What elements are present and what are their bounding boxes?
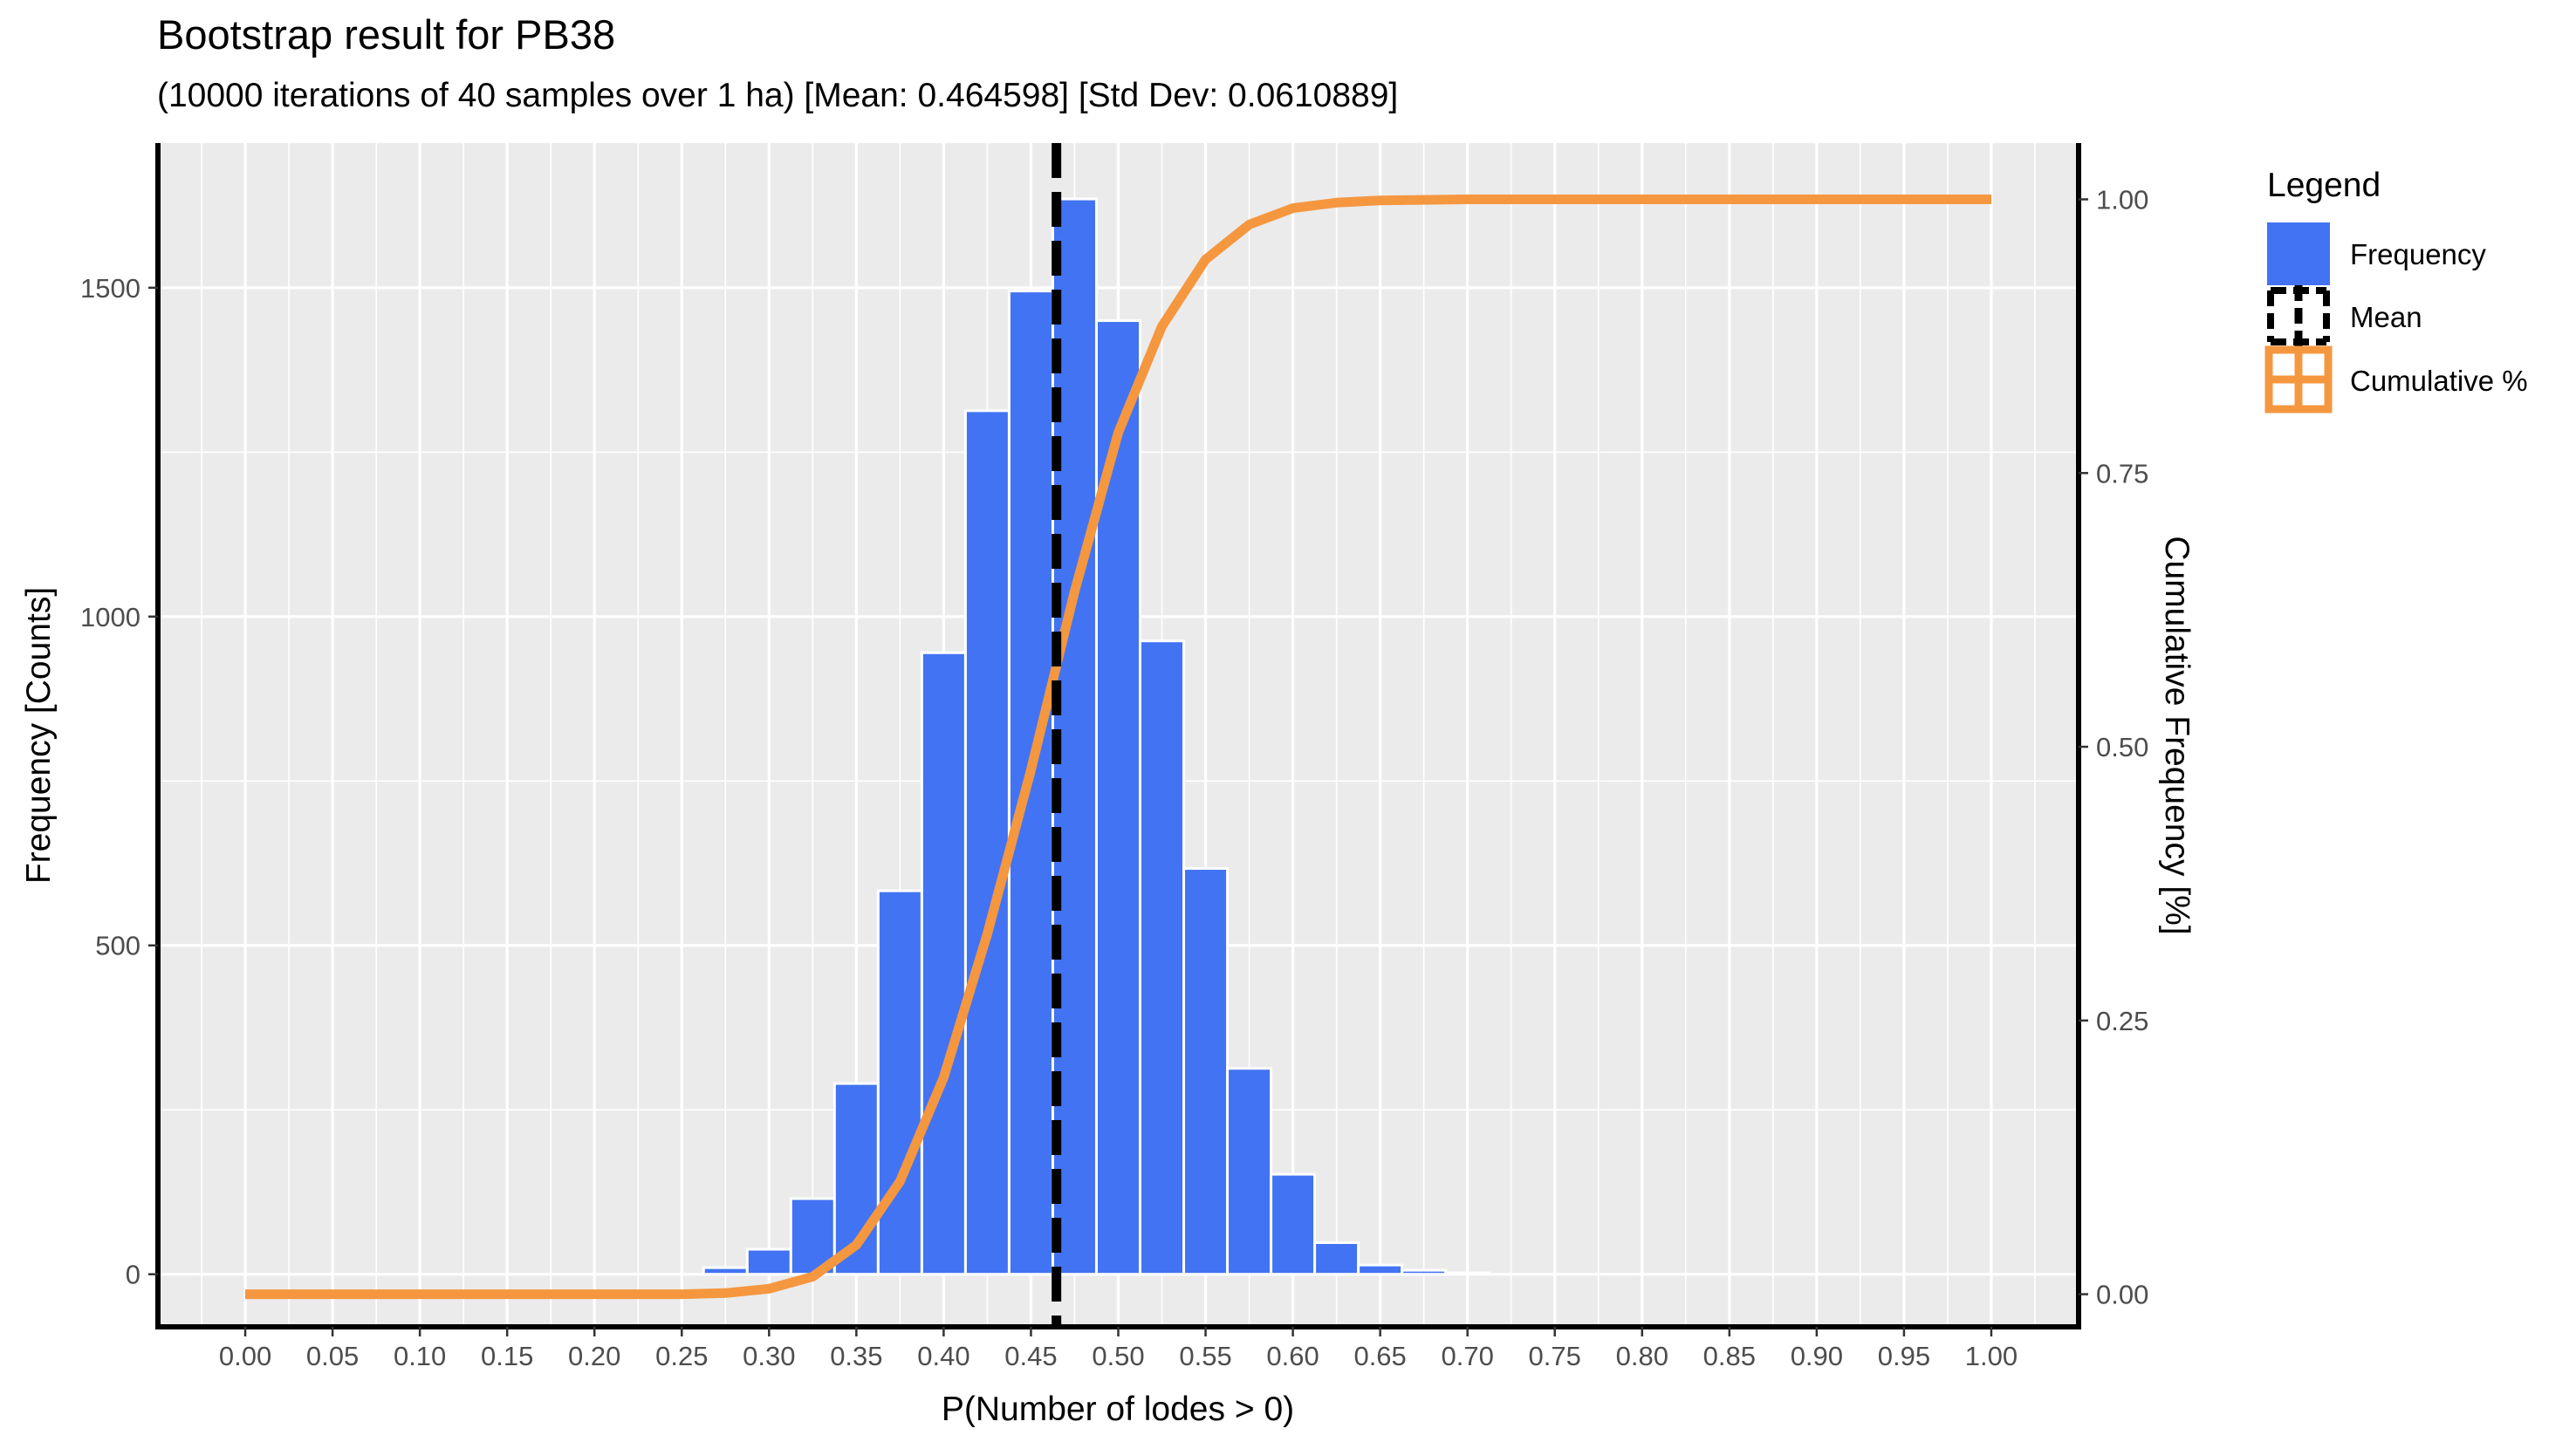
histogram-bar	[1094, 319, 1142, 1276]
cumulative-line-layer	[245, 195, 1991, 1300]
x-tick-label: 0.60	[1266, 1341, 1319, 1371]
y-tick-label: 1500	[80, 273, 140, 304]
histogram-bar	[920, 651, 967, 1276]
x-tick-label: 0.45	[1004, 1341, 1057, 1371]
x-tick-label: 0.15	[481, 1341, 533, 1371]
y2-tick-label: 0.00	[2096, 1280, 2148, 1310]
chart-subtitle: (10000 iterations of 40 samples over 1 h…	[157, 77, 1399, 114]
y2-tick-label: 0.50	[2096, 732, 2148, 762]
y2-tick-label: 0.75	[2096, 458, 2148, 489]
histogram-bar	[1270, 1172, 1317, 1276]
y2-tick-label: 0.25	[2096, 1006, 2148, 1036]
legend-label-mean: Mean	[2350, 301, 2422, 333]
x-tick-label: 0.55	[1179, 1341, 1231, 1371]
legend-label-cumulative: Cumulative %	[2350, 365, 2528, 397]
y-axis-title: Frequency [Counts]	[20, 587, 58, 884]
histogram-bar	[1182, 867, 1230, 1276]
histogram-bar	[1444, 1271, 1491, 1276]
x-tick-label: 0.25	[655, 1341, 708, 1371]
histogram-bar	[1401, 1268, 1448, 1276]
x-tick-label: 0.75	[1529, 1341, 1581, 1371]
x-tick-label: 0.30	[743, 1341, 795, 1371]
legend-label-frequency: Frequency	[2350, 238, 2486, 270]
histogram-bar	[1226, 1067, 1273, 1276]
legend-key-frequency	[2267, 222, 2330, 285]
histogram-bar	[1139, 639, 1186, 1276]
y-tick-label: 0	[126, 1260, 140, 1290]
x-tick-label: 0.35	[830, 1341, 882, 1371]
tick-labels: 0.00 0.05 0.10 0.15 0.20 0.25 0.30 0.35 0.40 0.45…	[80, 185, 2148, 1371]
y-tick-label: 500	[95, 931, 140, 961]
histogram-bar	[1357, 1263, 1404, 1276]
x-tick-label: 0.70	[1442, 1341, 1494, 1371]
legend: Legend Frequency Mean Cumulative %	[2264, 167, 2528, 413]
x-tick-label: 0.50	[1092, 1341, 1144, 1371]
x-tick-label: 0.05	[306, 1341, 359, 1371]
x-tick-label: 1.00	[1965, 1341, 2018, 1371]
x-axis-title: P(Number of lodes > 0)	[942, 1391, 1294, 1428]
histogram-bar	[876, 889, 923, 1276]
y2-tick-label: 1.00	[2096, 185, 2148, 215]
x-tick-label: 0.95	[1878, 1341, 1930, 1371]
histogram-bar	[1313, 1241, 1360, 1276]
histogram-bar	[745, 1247, 792, 1276]
y-tick-label: 1000	[80, 602, 140, 632]
x-tick-label: 0.90	[1791, 1341, 1843, 1371]
legend-key-mean	[2267, 285, 2330, 348]
x-tick-label: 0.00	[219, 1341, 271, 1371]
histogram-bar	[963, 409, 1011, 1276]
y2-axis-title: Cumulative Frequency [%]	[2158, 536, 2196, 934]
cumulative-line	[245, 195, 1991, 1300]
x-tick-label: 0.10	[394, 1341, 446, 1371]
legend-title: Legend	[2267, 167, 2381, 204]
x-tick-label: 0.80	[1616, 1341, 1668, 1371]
x-tick-label: 0.65	[1353, 1341, 1406, 1371]
chart-title: Bootstrap result for PB38	[157, 11, 616, 58]
x-tick-label: 0.40	[917, 1341, 969, 1371]
legend-key-cumulative	[2264, 345, 2333, 413]
x-tick-label: 0.20	[568, 1341, 620, 1371]
histogram-bar	[702, 1266, 749, 1276]
x-tick-label: 0.85	[1703, 1341, 1756, 1371]
